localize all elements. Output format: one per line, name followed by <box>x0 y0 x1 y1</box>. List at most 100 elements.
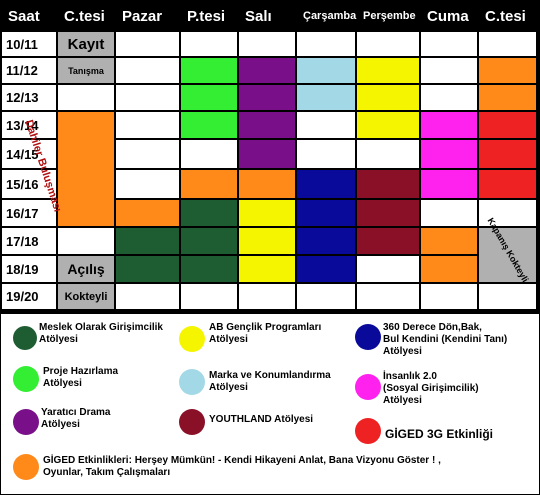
schedule-cell <box>357 140 419 168</box>
legend-label: AB Gençlik Programları Atölyesi <box>209 322 322 345</box>
schedule-cell <box>239 200 295 226</box>
schedule-cell <box>297 32 355 56</box>
schedule-cell <box>116 256 179 282</box>
header-saturday: C.tesi <box>64 7 105 25</box>
schedule-cell <box>239 228 295 254</box>
schedule-cell <box>421 284 477 309</box>
schedule-cell <box>479 58 536 83</box>
schedule-cell <box>116 85 179 110</box>
legend-label: Meslek Olarak Girişimcilik Atölyesi <box>39 322 163 345</box>
schedule-cell <box>357 112 419 138</box>
schedule-cell <box>297 140 355 168</box>
schedule-cell <box>181 228 237 254</box>
legend-dot <box>355 374 381 400</box>
schedule-cell <box>421 112 477 138</box>
schedule-cell <box>357 32 419 56</box>
schedule-cell <box>297 58 355 83</box>
schedule-cell <box>357 58 419 83</box>
time-slot: 17/18 <box>2 228 56 254</box>
schedule-cell <box>479 140 536 168</box>
legend-label: 360 Derece Dön,Bak, Bul Kendini (Kendini… <box>383 322 508 357</box>
legend-dot <box>13 366 39 392</box>
legend-label: YOUTHLAND Atölyesi <box>209 414 314 425</box>
schedule-cell <box>181 284 237 309</box>
header-saat: Saat <box>8 7 40 25</box>
saturday-tanisma: Tanışma <box>58 58 114 83</box>
schedule-cell <box>297 200 355 226</box>
legend: Meslek Olarak Girişimcilik Atölyesi Proje… <box>0 313 540 495</box>
time-slot: 15/16 <box>2 170 56 198</box>
schedule-cell <box>116 284 179 309</box>
time-slot: 14/15 <box>2 140 56 168</box>
legend-label: İnsanlık 2.0 (Sosyal Girişimcilik) Atöly… <box>383 371 479 406</box>
schedule-cell <box>421 256 477 282</box>
legend-dot <box>13 454 39 480</box>
legend-label: Proje Hazırlama Atölyesi <box>43 366 119 389</box>
schedule-cell <box>181 85 237 110</box>
schedule-cell <box>181 170 237 198</box>
schedule-cell <box>357 284 419 309</box>
time-slot: 19/20 <box>2 284 56 309</box>
saturday-kapanis-block <box>479 228 536 282</box>
header-saturday-2: C.tesi <box>485 7 526 25</box>
schedule-cell <box>181 200 237 226</box>
schedule-grid: Saat C.tesi Pazar P.tesi Salı Çarşamba Perşemb… <box>0 0 540 313</box>
header-tuesday: Salı <box>245 7 272 25</box>
schedule-cell <box>421 200 477 226</box>
schedule-cell <box>479 85 536 110</box>
schedule-cell <box>181 32 237 56</box>
legend-dot <box>13 326 37 350</box>
header-sunday: Pazar <box>122 7 163 25</box>
time-slot: 18/19 <box>2 256 56 282</box>
time-slot: 12/13 <box>2 85 56 110</box>
schedule-cell <box>479 200 536 226</box>
time-slot: 10/11 <box>2 32 56 56</box>
header-wednesday: Çarşamba <box>303 10 357 22</box>
legend-dot <box>13 409 39 435</box>
saturday-kokteyli: Kokteyli <box>58 284 114 309</box>
schedule-cell <box>116 58 179 83</box>
schedule-cell <box>357 170 419 198</box>
schedule-cell <box>239 170 295 198</box>
schedule-cell <box>357 228 419 254</box>
schedule-cell <box>239 140 295 168</box>
schedule-cell <box>239 32 295 56</box>
schedule-cell <box>58 228 114 254</box>
schedule-cell <box>239 58 295 83</box>
schedule-cell <box>479 112 536 138</box>
schedule-cell <box>357 200 419 226</box>
schedule-cell <box>421 140 477 168</box>
saturday-acilis: Açılış <box>58 256 114 282</box>
schedule-cell <box>357 85 419 110</box>
saturday-dahili-block <box>58 112 114 226</box>
schedule-cell <box>479 170 536 198</box>
schedule-cell <box>239 256 295 282</box>
legend-label: Yaratıcı Drama Atölyesi <box>41 407 111 430</box>
schedule-cell <box>421 85 477 110</box>
schedule-cell <box>116 200 179 226</box>
legend-dot <box>179 409 205 435</box>
legend-label: GİGED 3G Etkinliği <box>385 427 494 441</box>
schedule-cell <box>297 170 355 198</box>
schedule-cell <box>297 228 355 254</box>
schedule-cell <box>239 85 295 110</box>
schedule-cell <box>116 140 179 168</box>
schedule-cell <box>297 284 355 309</box>
schedule-cell <box>421 228 477 254</box>
legend-label: Marka ve Konumlandırma Atölyesi <box>209 370 331 393</box>
schedule-cell <box>116 228 179 254</box>
schedule-cell <box>116 112 179 138</box>
schedule-cell <box>181 58 237 83</box>
legend-dot <box>179 369 205 395</box>
legend-dot <box>355 418 381 444</box>
schedule-cell <box>421 58 477 83</box>
header-friday: Cuma <box>427 7 469 25</box>
schedule-cell <box>239 112 295 138</box>
header-monday: P.tesi <box>187 7 226 25</box>
schedule-cell <box>181 140 237 168</box>
schedule-cell <box>421 32 477 56</box>
schedule-cell <box>421 170 477 198</box>
header-thursday: Perşembe <box>363 10 416 22</box>
schedule-cell <box>58 85 114 110</box>
legend-dot <box>179 326 205 352</box>
